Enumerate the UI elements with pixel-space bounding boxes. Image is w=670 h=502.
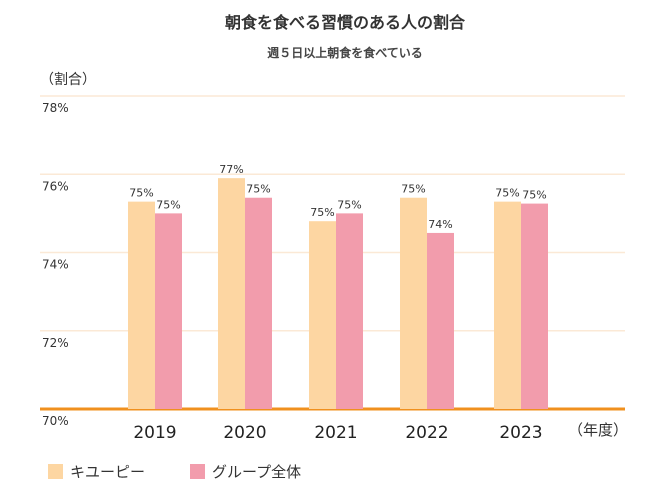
y-tick-label: 70%: [42, 414, 69, 428]
bar-kewpie-2022: [400, 197, 427, 409]
x-tick-label: 2023: [499, 423, 542, 443]
chart-title: 朝食を食べる習慣のある人の割合: [225, 13, 466, 32]
data-label: 75%: [129, 187, 153, 200]
data-label: 75%: [246, 183, 270, 196]
data-label: 77%: [219, 163, 243, 176]
y-tick-label: 76%: [42, 179, 69, 193]
bar-kewpie-2023: [494, 201, 521, 409]
x-tick-label: 2021: [314, 423, 357, 443]
bar-group-2023: [521, 203, 548, 409]
y-tick-label: 74%: [42, 258, 69, 272]
y-axis-label: （割合）: [40, 71, 96, 88]
legend-swatch: [48, 464, 63, 479]
x-tick-label: 2020: [223, 423, 266, 443]
legend: キユーピー グループ全体: [48, 463, 301, 481]
bar-group-2021: [336, 213, 363, 409]
data-label: 75%: [156, 198, 180, 211]
x-axis-label: （年度）: [568, 421, 628, 439]
data-label: 75%: [495, 187, 519, 200]
y-tick-label: 72%: [42, 336, 69, 350]
x-tick-label: 2019: [133, 423, 176, 443]
bar-kewpie-2020: [218, 178, 245, 409]
legend-swatch: [190, 464, 205, 479]
bar-group-2020: [245, 197, 272, 409]
legend-label: グループ全体: [212, 463, 301, 481]
y-tick-label: 78%: [42, 101, 69, 115]
chart-subtitle: 週５日以上朝食を食べている: [267, 45, 423, 60]
data-label: 75%: [401, 183, 425, 196]
data-label: 75%: [337, 198, 361, 211]
bar-kewpie-2021: [309, 221, 336, 409]
x-tick-label: 2022: [405, 423, 448, 443]
bar-group-2019: [155, 213, 182, 409]
legend-label: キユーピー: [70, 463, 145, 481]
bar-group-2022: [427, 232, 454, 409]
data-label: 75%: [310, 206, 334, 219]
data-label: 74%: [428, 218, 452, 231]
data-label: 75%: [522, 189, 546, 202]
bar-kewpie-2019: [128, 201, 155, 409]
